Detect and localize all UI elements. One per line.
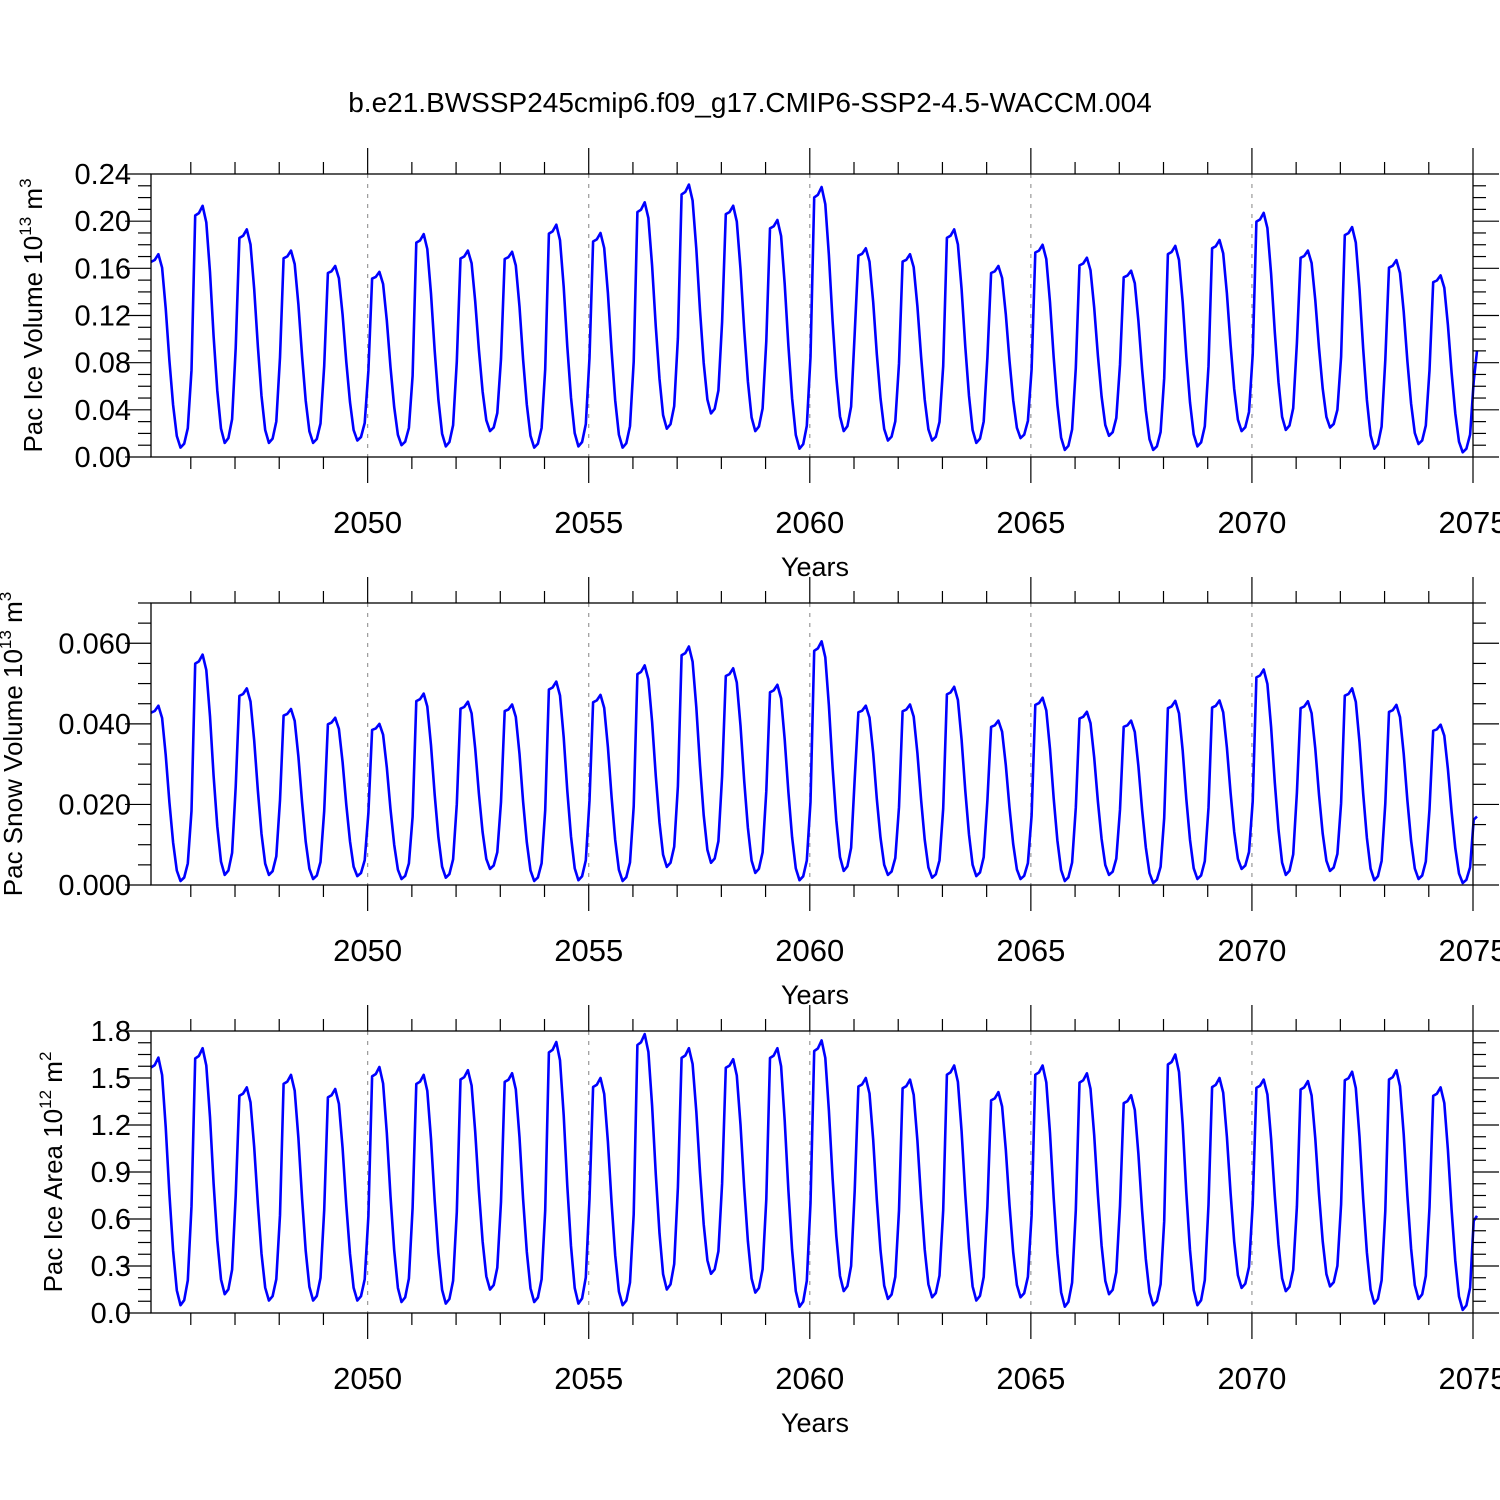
y-axis-label: Pac Ice Area 1012 m2 <box>36 1052 68 1293</box>
y-axis-label-text: Pac Snow Volume 10 <box>0 649 28 896</box>
y-tick-label: 0.0 <box>91 1298 131 1330</box>
x-tick-label: 2050 <box>333 1361 402 1396</box>
series-line <box>150 640 1478 885</box>
x-tick-label: 2070 <box>1217 933 1286 968</box>
y-axis-label-exponent: 12 <box>36 1090 55 1109</box>
x-tick-label: 2065 <box>996 505 1065 540</box>
panels-group: 0.00 0.04 0.08 0.12 0.16 0.20 0.24 2050 2055 2060… <box>0 148 1500 1438</box>
x-tick-label: 2060 <box>775 1361 844 1396</box>
y-tick-label: 0.040 <box>58 709 131 741</box>
y-tick-label: 0.04 <box>75 395 131 427</box>
y-tick-label: 0.3 <box>91 1251 131 1283</box>
series-line <box>150 183 1479 454</box>
x-axis-label: Years <box>781 1408 849 1438</box>
x-tick-label: 2075 <box>1439 1361 1500 1396</box>
y-tick-label: 0.20 <box>75 206 131 238</box>
x-tick-label: 2055 <box>554 933 623 968</box>
y-axis-label-exponent: 13 <box>16 217 35 236</box>
x-tick-label: 2075 <box>1439 505 1500 540</box>
y-tick-label: 0.16 <box>75 253 131 285</box>
x-axis-label: Years <box>781 552 849 582</box>
y-tick-label: 1.8 <box>91 1016 131 1048</box>
y-tick-label: 0.6 <box>91 1204 131 1236</box>
x-axis-label: Years <box>781 980 849 1010</box>
y-tick-label: 1.2 <box>91 1110 131 1142</box>
x-tick-label: 2055 <box>554 1361 623 1396</box>
y-axis-label-unit: m <box>18 188 48 217</box>
y-tick-label: 0.000 <box>58 870 131 902</box>
y-axis-label-unit-exponent: 3 <box>16 178 35 187</box>
panel-snow-volume: 0.000 0.020 0.040 0.060 2050 2055 2060 2065 2070… <box>0 577 1500 1010</box>
y-axis-label: Pac Ice Volume 1013 m3 <box>16 178 48 452</box>
y-tick-label: 1.5 <box>91 1063 131 1095</box>
y-tick-label: 0.060 <box>58 628 131 660</box>
x-tick-label: 2060 <box>775 505 844 540</box>
y-tick-label: 0.00 <box>75 442 131 474</box>
y-axis-label-text: Pac Ice Volume 10 <box>18 236 48 453</box>
y-axis-label-unit-exponent: 2 <box>36 1052 55 1061</box>
y-axis-label-exponent: 13 <box>0 630 15 649</box>
y-axis-label-unit-exponent: 3 <box>0 592 15 601</box>
y-axis-label-unit: m <box>38 1061 68 1090</box>
x-tick-label: 2055 <box>554 505 623 540</box>
x-tick-label: 2070 <box>1217 505 1286 540</box>
y-axis-label-text: Pac Ice Area 10 <box>38 1109 68 1293</box>
panel-ice-area: 0.0 0.3 0.6 0.9 1.2 1.5 1.8 2050 2055 2060 2065 207… <box>36 1005 1500 1438</box>
x-tick-label: 2075 <box>1439 933 1500 968</box>
x-tick-label: 2070 <box>1217 1361 1286 1396</box>
x-tick-label: 2065 <box>996 933 1065 968</box>
chart-title: b.e21.BWSSP245cmip6.f09_g17.CMIP6-SSP2-4… <box>348 87 1152 118</box>
x-tick-label: 2050 <box>333 933 402 968</box>
y-tick-label: 0.12 <box>75 301 131 333</box>
y-tick-label: 0.24 <box>75 159 131 191</box>
panel-ice-volume: 0.00 0.04 0.08 0.12 0.16 0.20 0.24 2050 2055 2060… <box>16 148 1500 582</box>
y-tick-label: 0.020 <box>58 789 131 821</box>
y-axis-label-unit: m <box>0 601 28 630</box>
x-tick-label: 2050 <box>333 505 402 540</box>
x-tick-label: 2060 <box>775 933 844 968</box>
y-axis-label: Pac Snow Volume 1013 m3 <box>0 592 28 896</box>
y-tick-label: 0.08 <box>75 348 131 380</box>
series-line <box>150 1032 1479 1312</box>
y-tick-label: 0.9 <box>91 1157 131 1189</box>
x-tick-label: 2065 <box>996 1361 1065 1396</box>
